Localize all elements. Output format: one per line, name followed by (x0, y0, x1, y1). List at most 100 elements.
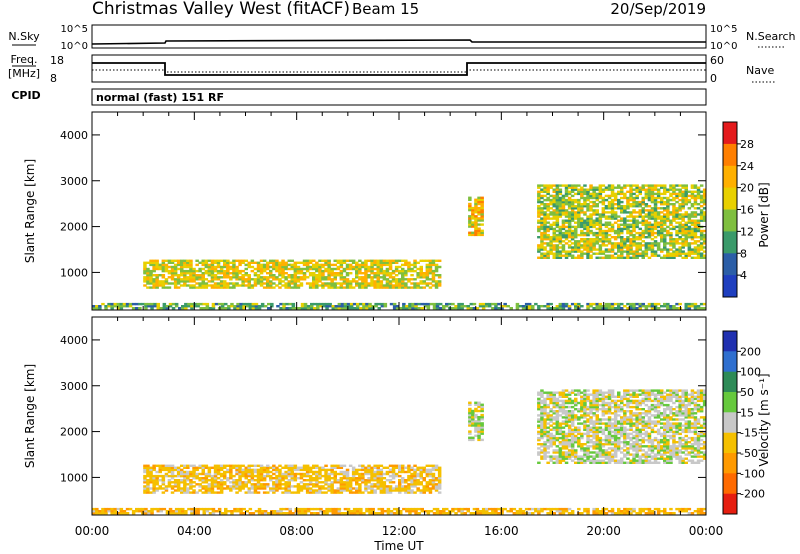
heatmap-cell (176, 487, 181, 490)
heatmap-cell (183, 466, 187, 469)
heatmap-cell (401, 470, 405, 474)
heatmap-cell (281, 267, 285, 271)
heatmap-cell (368, 305, 372, 308)
heatmap-cell (567, 457, 572, 460)
heatmap-cell (601, 223, 606, 226)
heatmap-cell (348, 272, 353, 275)
heatmap-cell (290, 466, 294, 469)
heatmap-cell (250, 474, 255, 478)
heatmap-cell (601, 229, 606, 233)
heatmap-cell (394, 278, 399, 281)
heatmap-cell (555, 215, 560, 218)
heatmap-cell (663, 242, 667, 245)
heatmap-cell (437, 474, 442, 478)
heatmap-cell (247, 470, 251, 474)
heatmap-cell (251, 512, 256, 515)
heatmap-cell (537, 221, 541, 224)
heatmap-cell (176, 479, 181, 482)
heatmap-cell (583, 246, 587, 249)
heatmap-cell (223, 276, 227, 279)
heatmap-cell (607, 188, 612, 191)
heatmap-cell (272, 477, 276, 480)
heatmap-cell (213, 474, 218, 478)
heatmap-cell (321, 286, 325, 289)
heatmap-cell (173, 278, 178, 281)
heatmap-cell (620, 223, 624, 226)
heatmap-cell (675, 307, 679, 310)
heatmap-cell (663, 238, 667, 241)
heatmap-cell (623, 196, 627, 200)
heatmap-cell (303, 307, 308, 310)
heatmap-cell (361, 466, 365, 469)
heatmap-cell (577, 248, 581, 251)
heatmap-cell (192, 284, 196, 287)
heatmap-cell (660, 229, 664, 233)
heatmap-cell (592, 445, 596, 448)
heatmap-cell (319, 507, 323, 511)
heatmap-cell (216, 472, 221, 476)
heatmap-cell (604, 507, 609, 511)
heatmap-cell (282, 305, 286, 308)
heatmap-cell (351, 468, 356, 472)
heatmap-cell (656, 302, 661, 306)
heatmap-cell (318, 489, 322, 492)
heatmap-cell (549, 420, 553, 423)
heatmap-cell (413, 284, 417, 287)
heatmap-cell (394, 280, 399, 283)
heatmap-cell (149, 491, 153, 494)
heatmap-cell (336, 282, 341, 285)
heatmap-cell (276, 510, 280, 513)
heatmap-cell (239, 510, 243, 513)
heatmap-cell (638, 231, 642, 235)
heatmap-cell (235, 269, 239, 273)
heatmap-cell (253, 284, 258, 287)
heatmap-cell (595, 198, 599, 202)
heatmap-cell (410, 269, 414, 273)
heatmap-cell (558, 395, 563, 398)
heatmap-cell (192, 489, 196, 492)
heatmap-cell (143, 284, 147, 287)
heatmap-cell (546, 391, 550, 394)
heatmap-cell (604, 188, 609, 191)
heatmap-cell (358, 276, 362, 279)
heatmap-cell (312, 274, 316, 277)
heatmap-cell (189, 485, 193, 488)
heatmap-cell (617, 207, 621, 210)
heatmap-cell (327, 286, 331, 289)
heatmap-cell (316, 307, 320, 310)
heatmap-cell (693, 242, 698, 245)
heatmap-cell (702, 211, 707, 214)
heatmap-cell (146, 274, 150, 277)
heatmap-cell (558, 436, 563, 440)
heatmap-cell (367, 276, 371, 279)
heatmap-cell (660, 231, 664, 235)
heatmap-cell (288, 307, 292, 310)
heatmap-cell (586, 432, 590, 436)
heatmap-cell (564, 416, 569, 419)
heatmap-cell (411, 510, 415, 513)
heatmap-cell (416, 468, 420, 472)
heatmap-cell (644, 246, 649, 249)
heatmap-cell (567, 420, 572, 423)
heatmap-cell (398, 491, 402, 494)
heatmap-cell (358, 464, 362, 467)
heatmap-cell (351, 491, 356, 494)
heatmap-cell (394, 261, 399, 264)
heatmap-cell (395, 510, 400, 513)
heatmap-cell (570, 238, 575, 241)
heatmap-cell (401, 267, 405, 271)
heatmap-cell (164, 489, 169, 492)
heatmap-cell (413, 479, 417, 482)
heatmap-cell (644, 209, 649, 212)
heatmap-cell (230, 305, 234, 308)
heatmap-cell (610, 217, 615, 220)
heatmap-cell (687, 507, 692, 511)
heatmap-cell (601, 188, 606, 191)
heatmap-cell (537, 399, 541, 403)
heatmap-cell (555, 307, 560, 310)
heatmap-cell (555, 428, 560, 431)
heatmap-cell (318, 269, 322, 273)
heatmap-cell (324, 282, 328, 285)
heatmap-cell (607, 194, 612, 198)
heatmap-cell (481, 307, 486, 310)
